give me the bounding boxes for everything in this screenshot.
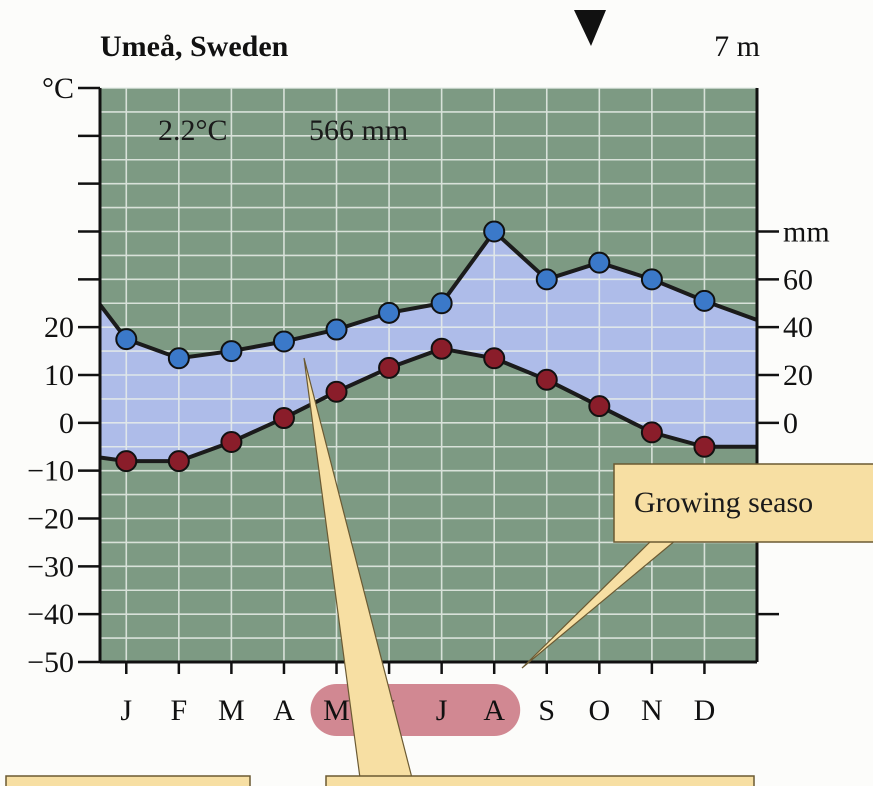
month-label: S (538, 694, 555, 727)
right-axis-tick-label: 0 (783, 407, 798, 440)
month-label: F (170, 694, 187, 727)
month-label: M (218, 694, 245, 727)
callout-box-right (613, 463, 873, 543)
growing-season-callout: Growing seaso (521, 463, 873, 669)
month-axis: JFMAMJJASOND (100, 660, 757, 727)
callout-box-bottom-left (5, 775, 251, 786)
humid-period-fill (100, 231, 757, 462)
precipitation-point (640, 268, 663, 291)
precipitation-point (430, 292, 453, 315)
left-axis: °C 20 10 0 −10 −20 −30 −40 −50 (27, 72, 102, 679)
temperature-point (272, 407, 295, 430)
left-axis-tick-label: 10 (44, 359, 74, 392)
callout-box-bottom-center (325, 775, 755, 786)
right-axis-tick-label: 40 (783, 311, 813, 344)
annual-precipitation-label: 566 mm (309, 114, 408, 147)
temperature-point (640, 421, 663, 444)
left-axis-tick-label: −10 (27, 455, 74, 488)
station-name: Umeå, Sweden (100, 30, 289, 63)
precipitation-point (693, 289, 716, 312)
left-axis-tick-label: 0 (59, 407, 74, 440)
right-axis: mm 60 40 20 0 (755, 88, 830, 662)
precipitation-point (115, 328, 138, 351)
month-label: J (120, 694, 132, 727)
temperature-point (220, 430, 243, 453)
left-axis-tick-label: −20 (27, 503, 74, 536)
precipitation-point (588, 251, 611, 274)
month-label: N (641, 694, 663, 727)
left-axis-tick-label: −30 (27, 550, 74, 583)
precipitation-point (378, 301, 401, 324)
right-axis-tick-label: mm (783, 216, 830, 249)
right-axis-tick-label: 60 (783, 263, 813, 296)
temperature-point (535, 368, 558, 391)
temperature-point (483, 347, 506, 370)
mean-temperature-label: 2.2°C (158, 114, 228, 147)
left-axis-tick-label: 20 (44, 311, 74, 344)
temperature-point (588, 395, 611, 418)
precipitation-point (535, 268, 558, 291)
precipitation-point (272, 330, 295, 353)
temperature-point (378, 356, 401, 379)
left-axis-tick-label: °C (42, 72, 74, 105)
lower-callout (5, 357, 755, 786)
plot-area (98, 87, 758, 736)
precipitation-point (220, 340, 243, 363)
triangle-marker-icon (574, 10, 606, 46)
precipitation-point (167, 347, 190, 370)
right-axis-tick-label: 20 (783, 359, 813, 392)
month-label: A (483, 694, 505, 727)
temperature-point (115, 450, 138, 473)
temperature-point (167, 450, 190, 473)
precipitation-point (325, 318, 348, 341)
temperature-point (693, 435, 716, 458)
month-label: O (588, 694, 610, 727)
left-axis-tick-label: −40 (27, 598, 74, 631)
month-label: J (436, 694, 448, 727)
precipitation-point (483, 220, 506, 243)
left-axis-tick-label: −50 (27, 646, 74, 679)
temperature-point (325, 380, 348, 403)
month-label: M (323, 694, 350, 727)
month-label: A (273, 694, 295, 727)
growing-season-callout-text: Growing seaso (634, 486, 813, 519)
temperature-point (430, 337, 453, 360)
month-label: D (694, 694, 716, 727)
station-elevation: 7 m (714, 30, 760, 63)
